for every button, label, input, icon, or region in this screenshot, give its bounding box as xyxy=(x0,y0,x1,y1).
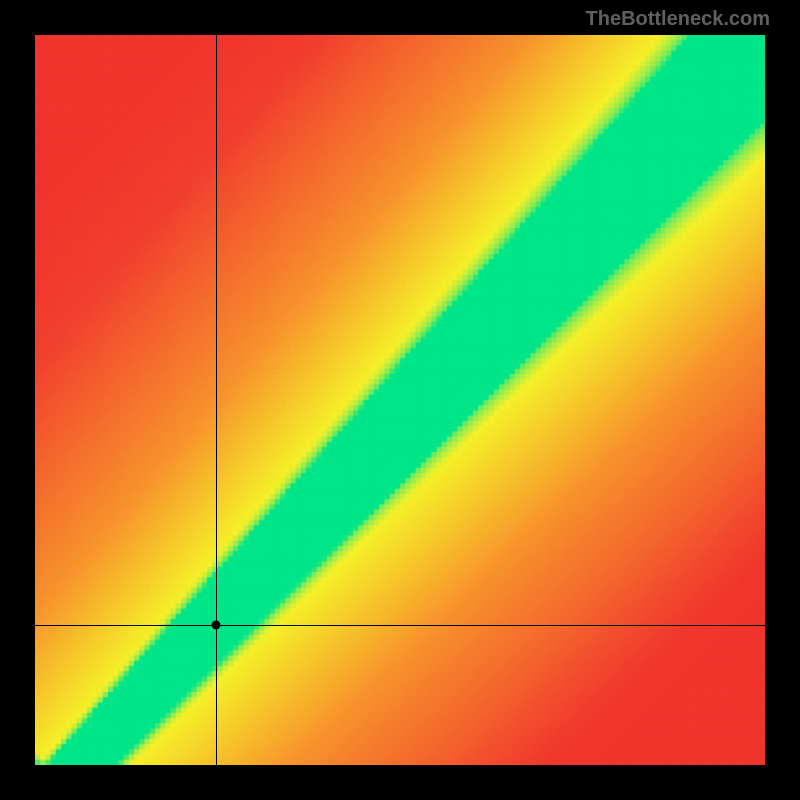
watermark-text: TheBottleneck.com xyxy=(586,8,770,31)
marker-point xyxy=(212,620,221,629)
crosshair-vertical xyxy=(216,35,217,765)
crosshair-horizontal xyxy=(35,625,765,626)
heatmap-plot xyxy=(35,35,765,765)
heatmap-canvas xyxy=(35,35,765,765)
